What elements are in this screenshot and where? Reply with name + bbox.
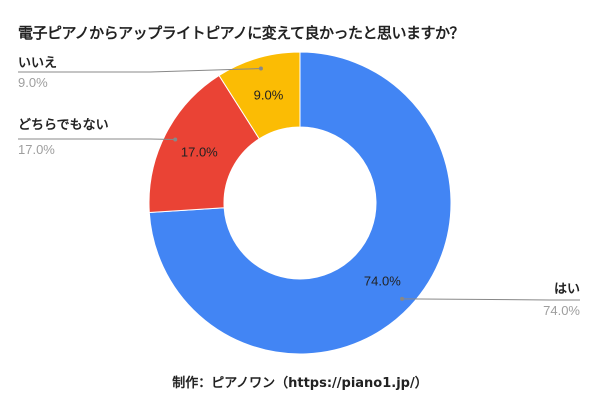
- slice-value-label: 74.0%: [364, 273, 401, 288]
- legend-percent: 17.0%: [18, 142, 55, 157]
- legend-percent: 74.0%: [543, 303, 580, 318]
- credit-text: 制作：ピアノワン（https://piano1.jp/）: [172, 376, 428, 391]
- leader-line: [18, 68, 261, 73]
- slice-0: [148, 51, 452, 355]
- legend-label: いいえ: [18, 56, 57, 71]
- slice-value-label: 9.0%: [254, 87, 284, 102]
- slice-value-label: 17.0%: [181, 145, 218, 160]
- legend-label: はい: [554, 282, 580, 297]
- leader-line: [402, 298, 580, 301]
- leader-dot: [173, 137, 178, 142]
- leader-dot: [258, 66, 263, 71]
- chart-title: 電子ピアノからアップライトピアノに変えて良かったと思いますか？: [18, 24, 465, 42]
- legend-percent: 9.0%: [18, 75, 48, 90]
- slice-2: [218, 51, 301, 140]
- legend-label: どちらでもない: [18, 118, 109, 133]
- leader-dot: [400, 296, 405, 301]
